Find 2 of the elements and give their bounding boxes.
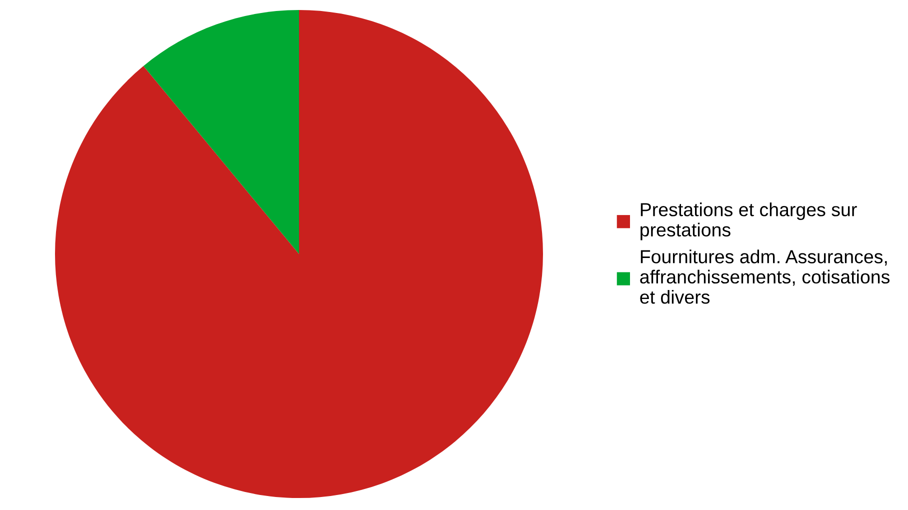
legend-label: Fournitures adm. Assurances, affranchissements, cotisations et divers xyxy=(640,250,890,304)
legend-label: Prestations et charges sur prestations xyxy=(640,202,857,240)
